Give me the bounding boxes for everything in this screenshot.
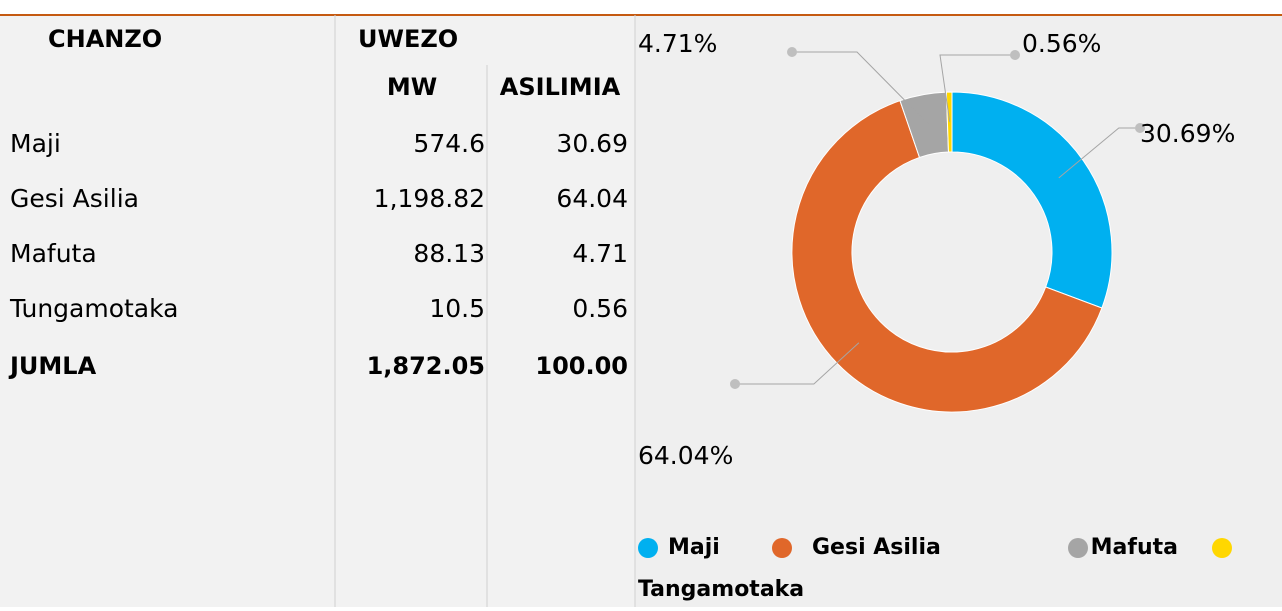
- header-cell: UWEZO: [358, 25, 458, 53]
- table-cell: 0.56: [572, 294, 628, 323]
- data-label: 64.04%: [638, 441, 733, 470]
- subheader-cell: ASILIMIA: [500, 73, 621, 101]
- leader-line: [735, 342, 860, 385]
- leader-dot: [730, 379, 740, 389]
- legend-label: Mafuta: [1091, 535, 1178, 560]
- donut-slice: [951, 91, 1113, 309]
- legend-swatch: [772, 538, 792, 558]
- leader-line: [792, 51, 929, 125]
- data-label: 0.56%: [1022, 29, 1101, 58]
- legend-label: Tangamotaka: [638, 577, 804, 602]
- legend-label: Maji: [668, 535, 720, 560]
- table-cell: 64.04: [556, 184, 628, 213]
- table-cell: Maji: [10, 129, 61, 158]
- subheader-cell: MW: [387, 73, 437, 101]
- table-cell: 10.5: [429, 294, 485, 323]
- total-cell: 100.00: [535, 352, 628, 380]
- table-cell: 30.69: [556, 129, 628, 158]
- leader-dot: [1010, 50, 1020, 60]
- legend-swatch: [1068, 538, 1088, 558]
- table-cell: 4.71: [572, 239, 628, 268]
- table-cell: Mafuta: [10, 239, 97, 268]
- table-cell: 1,198.82: [374, 184, 485, 213]
- header-cell: CHANZO: [48, 25, 162, 53]
- legend-label: Gesi Asilia: [812, 535, 941, 560]
- donut-slice: [791, 100, 1103, 413]
- leader-line: [1058, 127, 1140, 179]
- legend-swatch: [1212, 538, 1232, 558]
- table-cell: Gesi Asilia: [10, 184, 139, 213]
- leader-line: [939, 54, 1015, 123]
- leader-dot: [787, 47, 797, 57]
- leader-dot: [1135, 123, 1145, 133]
- data-label: 30.69%: [1140, 119, 1235, 148]
- table-cell: 574.6: [413, 129, 485, 158]
- total-cell: 1,872.05: [367, 352, 485, 380]
- data-label: 4.71%: [638, 29, 717, 58]
- legend-swatch: [638, 538, 658, 558]
- table-cell: 88.13: [413, 239, 485, 268]
- table-bg: [0, 15, 635, 607]
- total-cell: JUMLA: [8, 352, 97, 380]
- table-cell: Tungamotaka: [9, 294, 178, 323]
